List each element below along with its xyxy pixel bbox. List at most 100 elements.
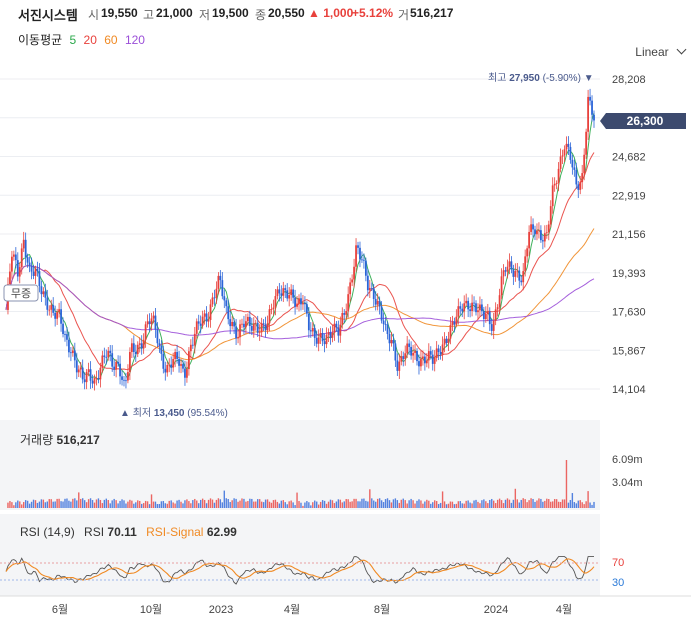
candle-body (144, 324, 147, 340)
volume-bar (524, 499, 526, 508)
volume-bar (502, 503, 505, 508)
candle-body (380, 306, 383, 321)
volume-bar (50, 499, 52, 508)
candle-body (152, 315, 155, 319)
candle-body (191, 344, 194, 346)
candle-body (520, 280, 523, 283)
volume-bar (343, 501, 345, 508)
volume-bar (152, 501, 155, 508)
candle-body (89, 369, 92, 381)
volume-bar (335, 501, 338, 508)
volume-bar (182, 503, 184, 508)
volume-bar (80, 498, 82, 508)
scale-mode-dropdown[interactable]: Linear (635, 44, 687, 59)
volume-bar (178, 499, 180, 508)
volume-bar (376, 498, 379, 508)
volume-bar (443, 501, 446, 508)
candle-body (187, 351, 190, 370)
candle-body (211, 297, 214, 305)
volume-bar (540, 498, 542, 508)
candle-body (422, 356, 424, 359)
volume-bar (117, 503, 119, 508)
candle-body (575, 169, 578, 185)
time-axis-label: 6월 (52, 603, 68, 616)
volume-bar (19, 501, 21, 508)
volume-bar (162, 500, 165, 508)
candle-body (431, 354, 434, 364)
candle-body (341, 313, 344, 325)
volume-bar (72, 498, 74, 508)
volume-bar (347, 499, 349, 508)
volume-bar (199, 499, 202, 508)
candle-body (93, 378, 96, 384)
volume-bar (109, 503, 111, 508)
volume-bar (302, 505, 304, 508)
candle-body (553, 183, 556, 186)
ex-rights-badge: 무증 (3, 284, 39, 302)
candle-body (364, 260, 367, 276)
price-tick-label: 24,682 (612, 152, 646, 164)
volume-bar (550, 501, 552, 508)
volume-bar (251, 498, 253, 508)
volume-bar (469, 502, 471, 508)
volume-bar (44, 502, 47, 508)
candle-body (555, 183, 558, 184)
volume-bar (506, 498, 509, 508)
volume-bar (93, 502, 96, 508)
volume-bar (150, 494, 153, 508)
price-grid (0, 78, 600, 390)
volume-bar (62, 501, 64, 508)
volume-bar (15, 502, 17, 508)
volume-bar (382, 502, 385, 508)
candle-body (227, 306, 230, 320)
candle-body (290, 289, 293, 296)
volume-bar (221, 502, 224, 508)
candle-body (510, 261, 513, 270)
candle-body (461, 308, 464, 312)
rsi-line (5, 556, 594, 585)
volume-bar (510, 502, 513, 508)
moving-average-legend[interactable]: 이동평균 5 20 60 120 (18, 31, 149, 48)
volume-bar (76, 500, 78, 508)
candle-body (292, 289, 295, 298)
volume-bar (453, 504, 456, 508)
candle-body (451, 321, 454, 326)
volume-bar (140, 503, 143, 508)
volume-bar (203, 499, 206, 508)
volume-bar (129, 499, 131, 508)
candle-body (331, 332, 334, 338)
candle-body (205, 313, 208, 322)
volume-bar (416, 500, 418, 508)
candle-body (583, 154, 586, 174)
candle-body (243, 323, 245, 328)
volume-bar (536, 500, 538, 508)
stock-name: 서진시스템 (18, 8, 78, 23)
candle-body (219, 275, 222, 281)
volume-bar (144, 500, 147, 508)
candle-body (252, 323, 255, 331)
candle-body (307, 313, 310, 331)
volume-bar (530, 498, 532, 508)
candle-body (423, 356, 426, 364)
candle-body (490, 324, 493, 331)
volume-bar (522, 498, 524, 508)
candle-body (463, 303, 466, 312)
candle-body (526, 248, 529, 257)
volume-bar (565, 460, 568, 508)
candle-body (223, 296, 226, 301)
volume-bar (367, 501, 369, 508)
volume-bar (575, 503, 578, 508)
volume-panel-title: 거래량 516,217 (20, 433, 100, 447)
volume-bar (414, 503, 416, 508)
volume-bar (266, 499, 269, 508)
candle-body (26, 257, 29, 263)
volume-bar (280, 500, 283, 508)
ma-20: 20 (83, 33, 97, 47)
volume-bar (563, 499, 566, 508)
candle-body (62, 323, 64, 335)
candle-body (366, 275, 369, 291)
volume-bar (190, 503, 192, 508)
volume-bar (323, 500, 326, 508)
candle-body (321, 333, 324, 342)
